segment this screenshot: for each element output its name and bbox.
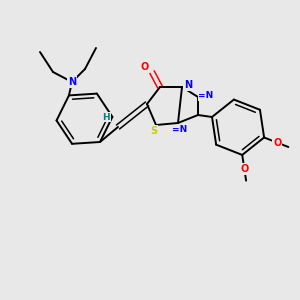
Text: S: S	[150, 126, 158, 136]
Text: O: O	[240, 164, 248, 174]
Text: H: H	[102, 112, 110, 122]
Text: O: O	[141, 62, 149, 72]
Text: O: O	[273, 138, 281, 148]
Text: N: N	[184, 80, 192, 90]
Text: =N: =N	[198, 92, 214, 100]
Text: N: N	[68, 77, 76, 87]
Text: =N: =N	[172, 125, 188, 134]
